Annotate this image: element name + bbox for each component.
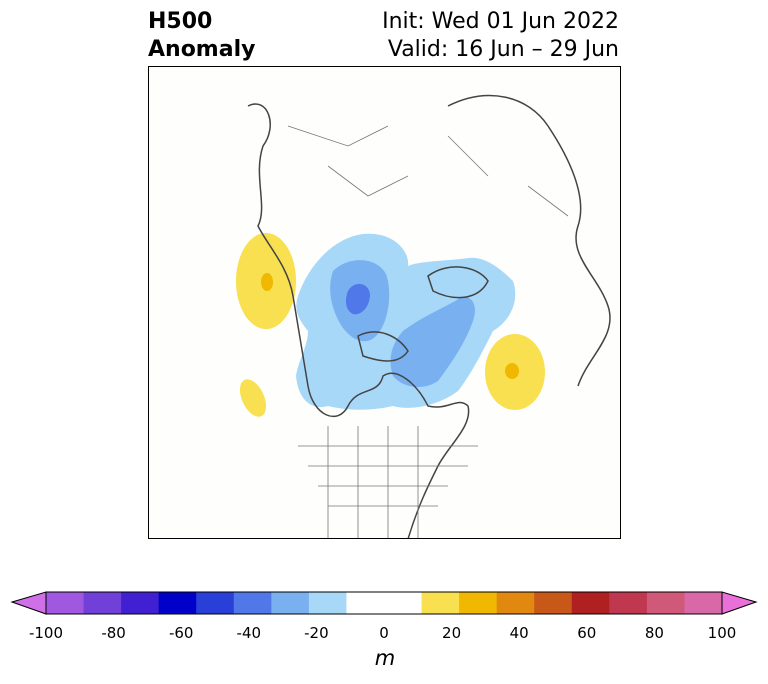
colorbar-cell <box>121 592 160 614</box>
colorbar-cell <box>46 592 85 614</box>
chart-title: H500 Anomaly <box>148 8 255 64</box>
positive-anomaly-region <box>239 379 267 417</box>
colorbar-cell <box>684 592 723 614</box>
variable-label: H500 <box>148 9 213 34</box>
colorbar <box>10 591 758 615</box>
colorbar-cell <box>271 592 310 614</box>
colorbar-tick-label: -60 <box>168 624 194 642</box>
colorbar-max-arrow <box>721 591 758 615</box>
init-date: Init: Wed 01 Jun 2022 <box>382 9 619 34</box>
colorbar-tick-label: 0 <box>379 624 389 642</box>
colorbar-tick-label: -20 <box>304 624 329 642</box>
coastlines <box>247 94 611 539</box>
anomaly-map <box>148 66 621 539</box>
colorbar-cell <box>421 592 460 614</box>
colorbar-tick-label: -40 <box>236 624 262 642</box>
field-label: Anomaly <box>148 37 256 62</box>
colorbar-tick-label: -80 <box>101 624 126 642</box>
negative-anomaly-core <box>345 283 370 315</box>
colorbar-cell <box>233 592 272 614</box>
colorbar-min-arrow <box>10 591 47 615</box>
colorbar-cell <box>346 592 385 614</box>
colorbar-cell <box>646 592 685 614</box>
colorbar-cell <box>496 592 535 614</box>
colorbar-cell <box>609 592 648 614</box>
colorbar-cell <box>308 592 347 614</box>
colorbar-tick-label: 40 <box>509 624 529 642</box>
negative-anomaly-region-mid <box>390 297 475 388</box>
colorbar-unit: m <box>374 646 396 670</box>
colorbar-cell <box>196 592 235 614</box>
colorbar-cell <box>534 592 573 614</box>
colorbar-tick-label: 100 <box>707 624 737 642</box>
positive-anomaly-core <box>261 273 273 291</box>
borders <box>287 125 569 539</box>
positive-anomaly-core <box>505 363 519 379</box>
date-info: Init: Wed 01 Jun 2022 Valid: 16 Jun – 29… <box>382 8 619 64</box>
colorbar-tick-label: -100 <box>28 624 64 642</box>
colorbar-cell <box>158 592 197 614</box>
colorbar-tick-label: 60 <box>577 624 597 642</box>
colorbar-cell <box>384 592 423 614</box>
colorbar-cell <box>459 592 498 614</box>
valid-range: Valid: 16 Jun – 29 Jun <box>387 37 619 62</box>
colorbar-tick-label: 80 <box>644 624 664 642</box>
colorbar-tick-label: 20 <box>442 624 462 642</box>
colorbar-cell <box>83 592 122 614</box>
colorbar-cell <box>571 592 610 614</box>
